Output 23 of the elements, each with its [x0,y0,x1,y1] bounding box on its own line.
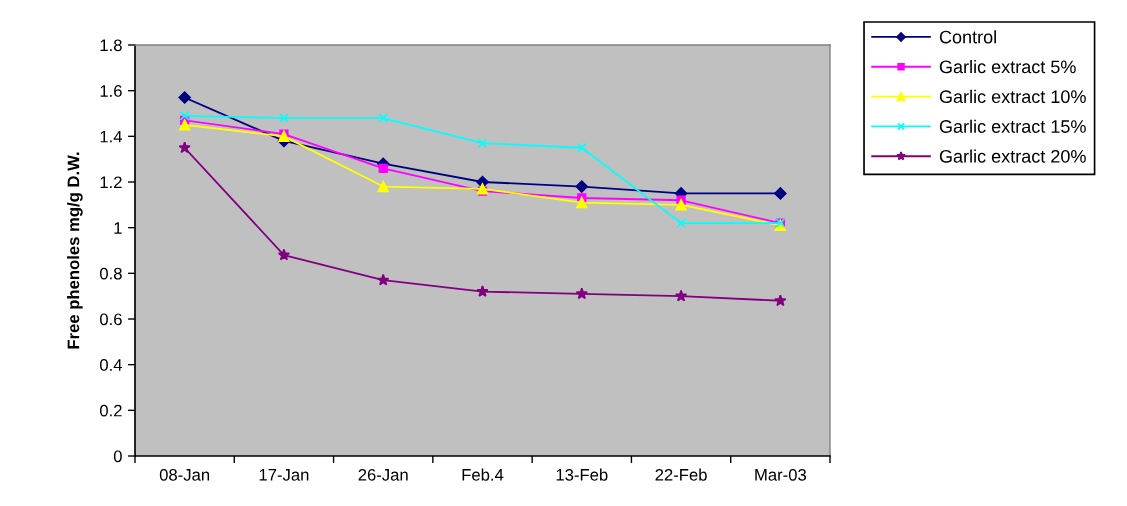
legend-label: Control [939,30,996,44]
legend-label: Garlic extract 10% [939,89,1086,104]
x-tick-label: Feb.4 [462,468,504,481]
y-tick-label: 1 [114,222,122,234]
y-tick-label: 0 [113,450,122,463]
y-tick-label: 1.8 [100,39,122,52]
y-tick-label: 1.6 [100,85,122,97]
y-tick-label: 0.8 [99,267,122,280]
legend-label: Garlic extract 5% [939,59,1076,74]
legend-label: Garlic extract 20% [939,149,1086,163]
y-tick-label: 0.4 [99,359,123,371]
x-tick-label: 13-Feb [556,468,608,481]
x-tick-label: 26-Jan [358,468,408,481]
x-tick-label: 17-Jan [259,469,309,481]
y-tick-label: 1.4 [100,130,123,143]
x-tick-label: Mar-03 [755,468,807,481]
x-tick-label: 08-Jan [159,468,210,481]
legend-label: Garlic extract 15% [939,119,1086,133]
x-tick-label: 22-Feb [655,468,707,481]
y-tick-label: 1.2 [100,176,122,189]
y-tick-label: 0.6 [99,313,122,326]
y-tick-label: 0.2 [99,404,122,417]
y-axis-title: Free phenoles mg/g D.W. [67,152,83,349]
